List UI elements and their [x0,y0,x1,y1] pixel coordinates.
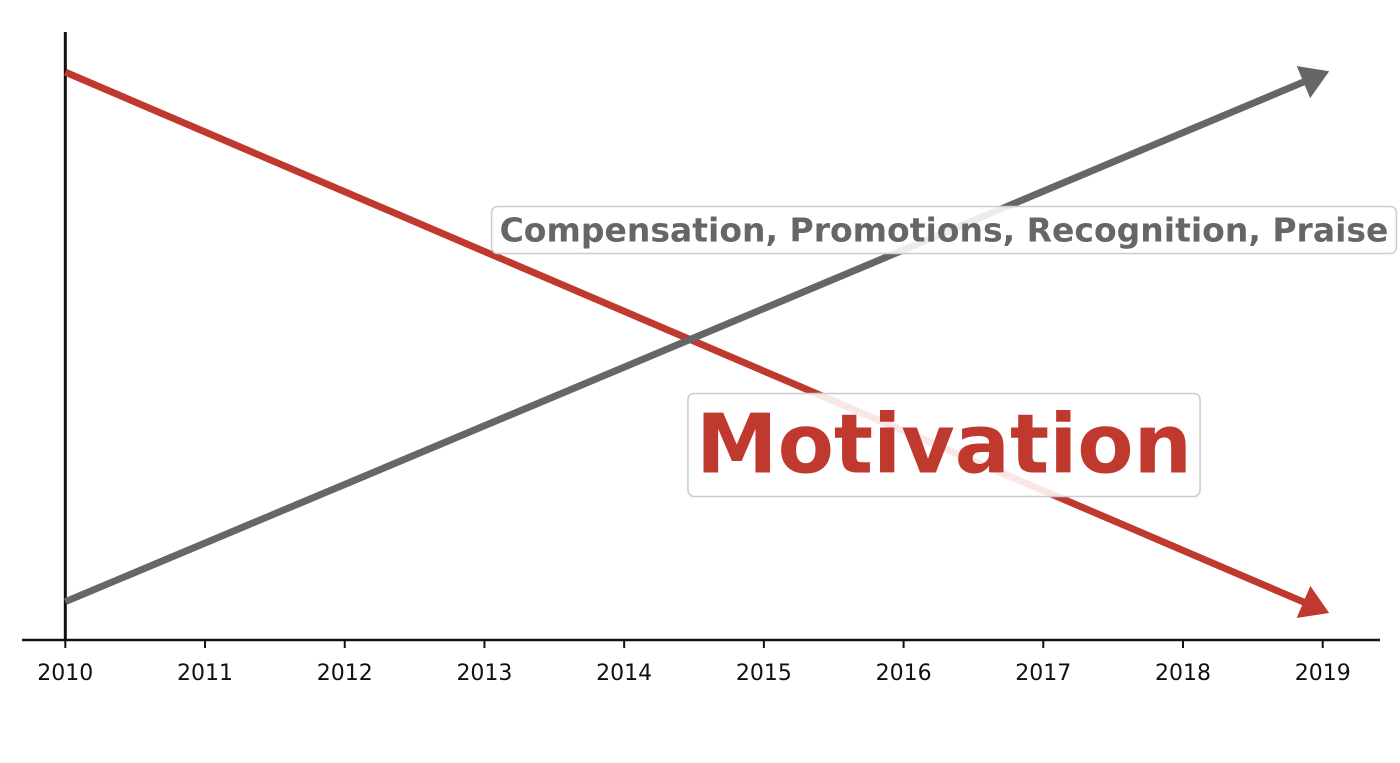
x-tick-label: 2012 [317,661,373,686]
x-tick-label: 2017 [1015,661,1071,686]
x-tick-label: 2013 [456,661,512,686]
x-tick-label: 2019 [1295,661,1351,686]
legend-label: Motivation [696,397,1192,492]
legend-box [490,205,1398,255]
x-tick-label: 2010 [37,661,93,686]
legend-box [687,392,1201,498]
series-line [63,65,1330,605]
legend-item: Compensation, Promotions, Recognition, P… [490,205,1398,255]
x-tick-label: 2011 [177,661,233,686]
legend-item: Motivation [687,392,1201,498]
x-tick-label: 2016 [876,661,932,686]
x-tick-label: 2018 [1155,661,1211,686]
x-tick-label: 2014 [596,661,652,686]
legend-label: Compensation, Promotions, Recognition, P… [500,211,1389,250]
x-tick-label: 2015 [736,661,792,686]
